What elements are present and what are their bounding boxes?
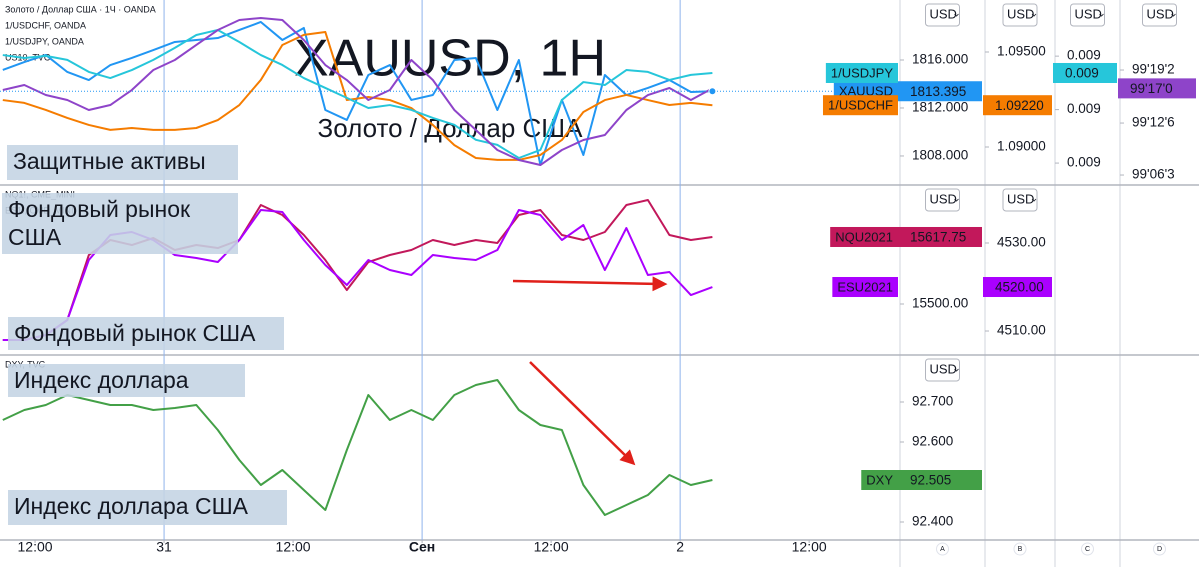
last-value-label: 4520.00 <box>995 280 1044 295</box>
annotation-label: Фондовый рынок США <box>2 193 238 254</box>
x-tick-label: 12:00 <box>792 539 827 555</box>
series-line <box>2 20 713 166</box>
currency-button[interactable] <box>1070 3 1105 27</box>
scale-badge <box>1153 542 1166 556</box>
legend-item: 1/USDJPY, OANDA <box>5 36 84 46</box>
series-line <box>2 17 713 167</box>
last-point <box>708 87 717 96</box>
last-value-label: 1813.395 <box>910 84 966 99</box>
last-value-label: 92.505 <box>910 473 951 488</box>
last-value-box <box>983 277 1052 298</box>
currency-button[interactable] <box>1002 3 1038 27</box>
last-value-box <box>983 95 1052 116</box>
legend-item: 1/USDCHF, OANDA <box>5 20 86 30</box>
currency-caret <box>954 13 959 17</box>
currency-button[interactable] <box>1002 188 1038 212</box>
series-tag-box <box>832 277 898 298</box>
scale-badge <box>1013 542 1027 556</box>
series-line <box>2 31 713 161</box>
x-tick-label: 12:00 <box>18 539 53 555</box>
currency-button[interactable] <box>925 358 960 382</box>
annotation-label: Защитные активы <box>7 145 238 180</box>
last-value-label: 0.009 <box>1065 66 1099 81</box>
currency-caret <box>954 368 959 372</box>
last-value-box <box>1118 78 1196 99</box>
y-tick-label: 1.09500 <box>997 44 1046 59</box>
currency-caret <box>1099 13 1104 17</box>
y-tick-label: 92.700 <box>912 394 953 409</box>
last-value-box <box>898 81 982 102</box>
y-tick-label: 4530.00 <box>997 235 1046 250</box>
currency-button[interactable] <box>925 3 960 27</box>
annotation-label: Индекс доллара США <box>8 490 287 525</box>
y-tick-label: 15500.00 <box>912 296 968 311</box>
currency-caret <box>1031 13 1037 17</box>
watermark: XAUUSD, 1H <box>294 30 606 88</box>
series-tag: 1/USDJPY <box>831 65 893 80</box>
x-tick-label: 31 <box>156 539 172 555</box>
series-line <box>2 28 713 159</box>
y-tick-label: 1812.000 <box>912 100 968 115</box>
y-tick-label: 99'19'2 <box>1132 62 1175 77</box>
y-tick-label: 99'06'3 <box>1132 167 1175 182</box>
scale-badge <box>1081 542 1094 556</box>
series-tag: DXY <box>866 472 893 487</box>
currency-label: USD <box>1147 6 1174 21</box>
x-tick-label: Сен <box>409 539 435 555</box>
currency-caret <box>1171 13 1176 17</box>
y-tick-label: 99'12'6 <box>1132 115 1175 130</box>
x-tick-label: 2 <box>676 539 684 555</box>
y-tick-label: 1.09000 <box>997 139 1046 154</box>
annotation-label: Индекс доллара <box>8 364 245 397</box>
series-tag-box <box>861 470 898 490</box>
series-tag-box <box>830 226 898 247</box>
watermark-subtitle: Золото / Доллар США <box>318 113 584 143</box>
scale-letter: D <box>1157 546 1162 553</box>
scale-letter: B <box>1018 546 1023 553</box>
series-tag-box <box>825 62 898 83</box>
series-tag: 1/USDCHF <box>828 98 893 113</box>
y-tick-label: 0.009 <box>1067 101 1101 116</box>
last-value-label: 1.09220 <box>995 98 1044 113</box>
legend-item: Золото / Доллар США · 1Ч · OANDA <box>5 4 156 14</box>
currency-label: USD <box>1007 6 1034 21</box>
series-tag-box <box>822 95 898 116</box>
currency-label: USD <box>1075 6 1102 21</box>
scale-letter: C <box>1085 546 1090 553</box>
currency-label: USD <box>930 191 957 206</box>
y-tick-label: 1816.000 <box>912 52 968 67</box>
x-tick-label: 12:00 <box>534 539 569 555</box>
currency-label: USD <box>930 6 957 21</box>
scale-badge <box>936 542 949 556</box>
last-value-box <box>898 226 982 247</box>
y-tick-label: 4510.00 <box>997 323 1046 338</box>
series-tag: ESU2021 <box>837 279 893 294</box>
y-tick-label: 92.600 <box>912 434 953 449</box>
x-tick-label: 12:00 <box>276 539 311 555</box>
y-tick-label: 0.009 <box>1067 155 1101 170</box>
y-tick-label: 1808.000 <box>912 148 968 163</box>
series-tag: XAUUSD <box>839 84 893 99</box>
y-tick-label: 92.400 <box>912 514 953 529</box>
series-tag: NQU2021 <box>835 229 893 244</box>
currency-button[interactable] <box>925 188 960 212</box>
y-tick-label: 0.009 <box>1067 48 1101 63</box>
currency-button[interactable] <box>1142 3 1177 27</box>
last-value-box <box>898 470 982 490</box>
scale-letter: A <box>940 546 945 553</box>
series-line <box>2 379 713 516</box>
annotation-label: Фондовый рынок США <box>8 317 284 350</box>
currency-label: USD <box>930 361 957 376</box>
last-value-label: 99'17'0 <box>1130 81 1173 96</box>
currency-caret <box>1031 198 1037 202</box>
last-value-box <box>1053 62 1117 83</box>
currency-caret <box>954 198 959 202</box>
currency-label: USD <box>1007 191 1034 206</box>
last-value-label: 15617.75 <box>910 230 966 245</box>
